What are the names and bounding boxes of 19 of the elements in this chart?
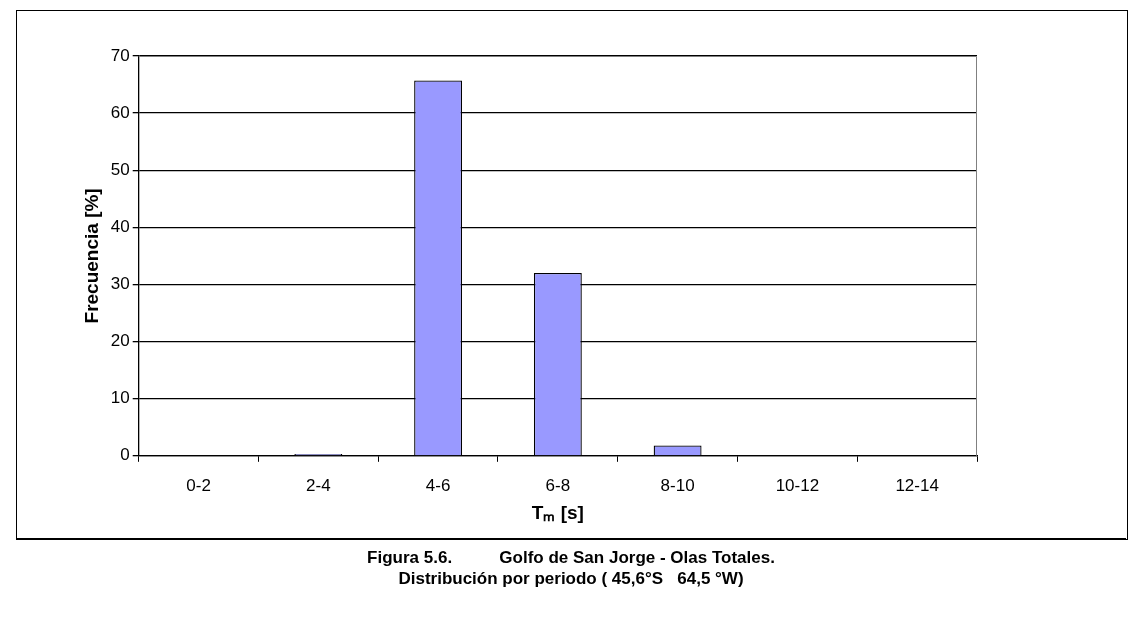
x-tick-label: 10-12 (775, 475, 820, 495)
x-tick-label: 6-8 (545, 475, 571, 495)
y-tick-label: 30 (110, 274, 130, 294)
y-tick-label: 60 (110, 102, 130, 122)
y-tick-label: 50 (110, 159, 130, 179)
y-tick-label: 70 (110, 45, 130, 65)
x-tick-label: 8-10 (660, 475, 695, 495)
y-tick-label: 20 (110, 331, 130, 351)
x-tick-label: 4-6 (425, 475, 451, 495)
y-tick-label: 40 (110, 217, 130, 237)
x-tick-label: 2-4 (306, 475, 331, 495)
y-tick-label: 10 (110, 388, 130, 408)
x-tick-label: 12-14 (895, 475, 939, 495)
x-tick-label: 0-2 (186, 475, 211, 495)
y-axis-title: Frecuencia [%] (80, 188, 102, 324)
x-axis-title: Tₘ [s] (531, 501, 584, 523)
text: Figura 5.6. Golfo de San Jorge - Olas Totales. (366, 547, 776, 568)
y-tick-label: 0 (120, 445, 130, 465)
text: Distribución por periodo ( 45,6°S 64,5 °W) (397, 568, 745, 589)
